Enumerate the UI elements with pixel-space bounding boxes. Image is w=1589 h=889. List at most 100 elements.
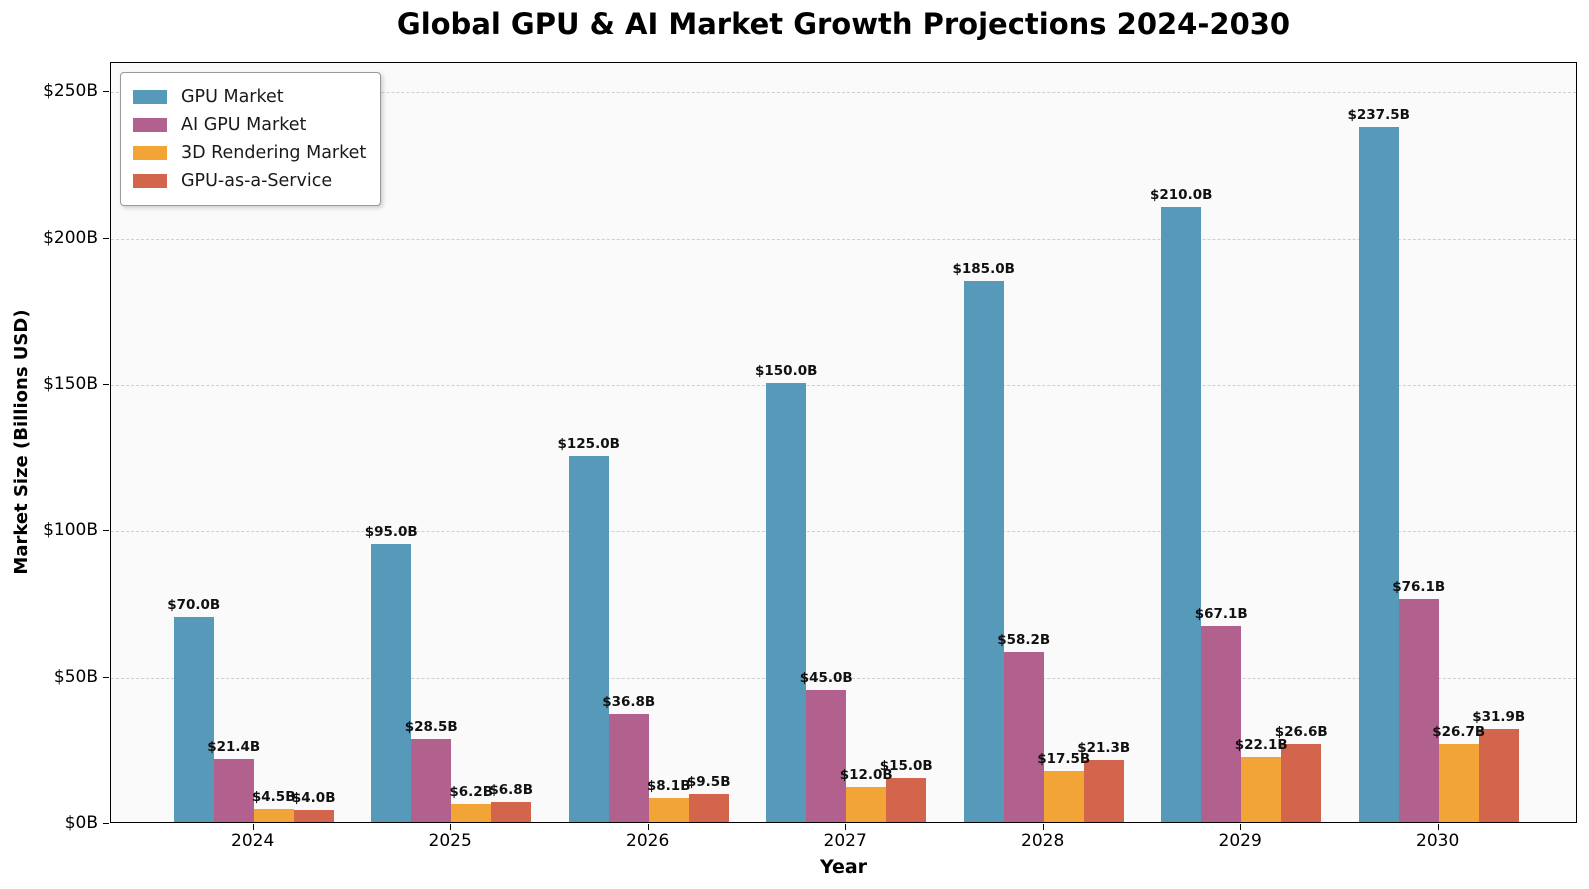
bar-value-label: $4.0B (291, 790, 336, 807)
bar-value-label: $150.0B (754, 362, 818, 379)
legend-swatch-icon (133, 118, 167, 132)
bar-value-label: $45.0B (799, 670, 853, 687)
bar-2026-series-0 (568, 456, 609, 822)
bar-value-label: $26.7B (1432, 723, 1486, 740)
legend-item-3: GPU-as-a-Service (133, 167, 366, 195)
x-axis-label: Year (819, 856, 868, 878)
bar-value-label: $22.1B (1234, 737, 1288, 754)
bar-value-label: $6.2B (449, 783, 493, 800)
bar-value-label: $15.0B (879, 758, 933, 775)
y-tick-mark (103, 676, 109, 678)
x-tick-label-2025: 2025 (428, 831, 472, 851)
bar-2030-series-2 (1438, 743, 1479, 822)
y-tick-label: $100B (43, 520, 98, 541)
legend-label: AI GPU Market (181, 115, 307, 135)
x-tick-label-2027: 2027 (823, 831, 867, 851)
bar-2030-series-3 (1478, 728, 1519, 822)
x-tick-label-2028: 2028 (1021, 831, 1065, 851)
legend: GPU Market AI GPU Market 3D Rendering Mark… (120, 72, 382, 206)
legend-label: GPU-as-a-Service (181, 171, 333, 191)
bar-2028-series-1 (1003, 651, 1044, 822)
y-tick-label: $50B (53, 666, 98, 687)
bar-value-label: $4.5B (251, 788, 296, 805)
x-tick-mark (647, 824, 649, 830)
x-tick-mark (252, 824, 254, 830)
x-tick-label-2026: 2026 (626, 831, 670, 851)
legend-label: GPU Market (181, 87, 284, 107)
bar-2029-series-3 (1281, 744, 1322, 822)
x-tick-mark (845, 824, 847, 830)
y-tick-mark (103, 383, 109, 385)
y-tick-label: $0B (64, 813, 98, 833)
legend-swatch-icon (133, 174, 167, 188)
bar-value-label: $58.2B (997, 631, 1051, 648)
bar-value-label: $28.5B (404, 718, 458, 735)
legend-label: 3D Rendering Market (181, 143, 367, 163)
bar-2030-series-1 (1398, 599, 1439, 822)
y-axis-label: Market Size (Billions USD) (11, 309, 32, 575)
bar-2027-series-1 (806, 690, 847, 822)
bar-value-label: $17.5B (1037, 750, 1091, 767)
bar-value-label: $21.4B (207, 739, 261, 756)
legend-swatch-icon (133, 146, 167, 160)
bar-value-label: $12.0B (839, 766, 893, 783)
y-tick-mark (103, 823, 109, 824)
bar-value-label: $36.8B (602, 694, 656, 711)
y-tick-mark (103, 530, 109, 532)
bar-2027-series-3 (886, 778, 927, 822)
bar-value-label: $26.6B (1274, 724, 1328, 741)
bar-2025-series-1 (411, 738, 452, 822)
x-tick-mark (450, 824, 452, 830)
bar-2029-series-1 (1201, 625, 1242, 822)
legend-item-2: 3D Rendering Market (133, 139, 366, 167)
y-tick-mark (103, 91, 109, 93)
gridline-100 (111, 531, 1576, 533)
y-tick-label: $250B (43, 81, 98, 102)
y-tick-label: $200B (43, 227, 98, 248)
chart-title: Global GPU & AI Market Growth Projection… (396, 7, 1291, 41)
bar-2030-series-0 (1358, 126, 1399, 822)
bar-2026-series-3 (688, 794, 729, 822)
x-tick-label-2024: 2024 (231, 831, 275, 851)
y-tick-label: $150B (43, 373, 98, 394)
gridline-200 (111, 238, 1576, 240)
x-tick-label-2030: 2030 (1416, 831, 1460, 851)
gridline-250 (111, 92, 1576, 94)
bar-2029-series-0 (1161, 207, 1202, 822)
bar-2029-series-2 (1241, 757, 1282, 822)
bar-2027-series-0 (766, 382, 807, 822)
bar-2026-series-1 (608, 714, 649, 822)
bar-2024-series-0 (173, 617, 214, 822)
y-tick-mark (103, 237, 109, 239)
legend-item-0: GPU Market (133, 83, 366, 111)
legend-item-1: AI GPU Market (133, 111, 366, 139)
bar-2025-series-3 (491, 802, 532, 822)
x-tick-mark (1042, 824, 1044, 830)
bar-value-label: $6.8B (489, 782, 533, 799)
gridline-50 (111, 677, 1576, 679)
bar-value-label: $237.5B (1347, 106, 1410, 123)
legend-swatch-icon (133, 90, 167, 104)
x-tick-mark (1240, 824, 1242, 830)
bar-2028-series-0 (963, 280, 1004, 822)
bar-value-label: $185.0B (952, 260, 1015, 277)
bar-2028-series-2 (1043, 770, 1084, 822)
bar-value-label: $76.1B (1392, 579, 1446, 596)
bar-2025-series-0 (371, 543, 412, 822)
gridline-150 (111, 384, 1576, 386)
bar-value-label: $125.0B (557, 436, 620, 453)
bar-2028-series-3 (1083, 759, 1124, 822)
bar-2025-series-2 (451, 803, 492, 822)
bar-2024-series-1 (213, 759, 254, 822)
bar-2027-series-2 (846, 786, 887, 822)
bar-value-label: $31.9B (1472, 708, 1526, 725)
x-tick-mark (1437, 824, 1439, 830)
bar-2024-series-3 (293, 810, 334, 822)
bar-value-label: $210.0B (1149, 187, 1213, 204)
bar-value-label: $70.0B (167, 597, 221, 614)
bar-value-label: $95.0B (364, 523, 418, 540)
bar-2024-series-2 (253, 808, 294, 822)
bar-value-label: $8.1B (646, 778, 691, 795)
bar-2026-series-2 (648, 798, 689, 822)
